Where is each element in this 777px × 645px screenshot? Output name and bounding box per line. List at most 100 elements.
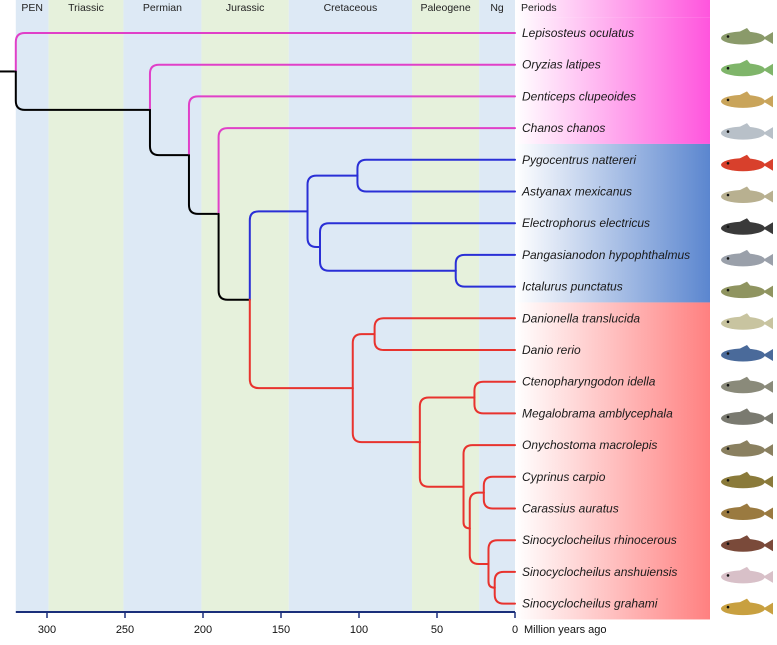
fish-thumbnail-megalobrama-amblycephala [713, 406, 775, 430]
taxon-label-pangasianodon-hypophthalmus: Pangasianodon hypophthalmus [522, 248, 690, 262]
fish-eye [727, 447, 730, 450]
axis-tick-label-100: 100 [350, 624, 368, 636]
taxon-label-danio-rerio: Danio rerio [522, 343, 581, 357]
fish-body [721, 380, 765, 393]
taxon-label-oryzias-latipes: Oryzias latipes [522, 58, 601, 72]
axis-tick-label-200: 200 [194, 624, 212, 636]
axis-tick-label-0: 0 [512, 624, 518, 636]
fish-thumbnail-sinocyclocheilus-grahami [713, 597, 775, 621]
fish-thumbnail-danio-rerio [713, 343, 775, 367]
fish-body [721, 539, 765, 552]
fish-eye [727, 257, 730, 260]
taxon-label-astyanax-mexicanus: Astyanax mexicanus [521, 185, 632, 199]
axis-title: Million years ago [524, 624, 607, 636]
fish-eye [727, 130, 730, 133]
fish-body [721, 158, 765, 171]
fish-body [721, 349, 765, 362]
fish-body [721, 285, 765, 298]
fish-eye [727, 542, 730, 545]
period-label-cretaceous: Cretaceous [324, 2, 378, 14]
fish-thumbnail-ctenopharyngodon-idella [713, 375, 775, 399]
fish-eye [727, 225, 730, 228]
fish-thumbnail-cyprinus-carpio [713, 470, 775, 494]
period-band-permian [123, 0, 201, 611]
fish-thumbnail-denticeps-clupeoides [713, 89, 775, 113]
fish-thumbnail-astyanax-mexicanus [713, 185, 775, 209]
geologic-period-bands: PEN Triassic Permian Jurassic Cretaceous Pale… [16, 0, 515, 611]
axis-tick-label-50: 50 [431, 624, 443, 636]
period-label-ng: Ng [490, 2, 504, 14]
taxon-label-electrophorus-electricus: Electrophorus electricus [522, 216, 650, 230]
taxon-label-denticeps-clupeoides: Denticeps clupeoides [522, 89, 636, 103]
fish-body [721, 127, 765, 140]
taxon-label-carassius-auratus: Carassius auratus [522, 502, 619, 516]
fish-body [721, 32, 765, 45]
fish-body [721, 412, 765, 425]
fish-body [721, 190, 765, 203]
taxon-label-chanos-chanos: Chanos chanos [522, 121, 605, 135]
fish-thumbnail-pangasianodon-hypophthalmus [713, 248, 775, 272]
taxon-label-pygocentrus-nattereri: Pygocentrus nattereri [522, 153, 636, 167]
fish-thumbnail-sinocyclocheilus-rhinocerous [713, 533, 775, 557]
fish-eye [727, 67, 730, 70]
fish-eye [727, 479, 730, 482]
period-label-jurassic: Jurassic [226, 2, 265, 14]
fish-body [721, 95, 765, 108]
axis-tick-label-150: 150 [272, 624, 290, 636]
fish-body [721, 507, 765, 520]
fish-body [721, 317, 765, 330]
fish-thumbnail-sinocyclocheilus-anshuiensis [713, 565, 775, 589]
fish-eye [727, 606, 730, 609]
axis-tick-label-300: 300 [38, 624, 56, 636]
fish-eye [727, 194, 730, 197]
taxon-label-sinocyclocheilus-rhinocerous: Sinocyclocheilus rhinocerous [522, 533, 677, 547]
fish-body [721, 222, 765, 235]
fish-body [721, 475, 765, 488]
fish-body [721, 444, 765, 457]
taxon-label-cyprinus-carpio: Cyprinus carpio [522, 470, 606, 484]
fish-thumbnail-danionella-translucida [713, 311, 775, 335]
period-label-triassic: Triassic [68, 2, 104, 14]
fish-thumbnail-pygocentrus-nattereri [713, 153, 775, 177]
fish-eye [727, 289, 730, 292]
fish-eye [727, 162, 730, 165]
fish-thumbnails [713, 26, 775, 621]
fish-thumbnail-ictalurus-punctatus [713, 280, 775, 304]
taxon-label-ictalurus-punctatus: Ictalurus punctatus [522, 280, 623, 294]
fish-eye [727, 352, 730, 355]
period-label-permian: Permian [143, 2, 182, 14]
period-band-ng [479, 0, 515, 611]
fish-body [721, 602, 765, 615]
fish-body [721, 253, 765, 266]
fish-eye [727, 416, 730, 419]
taxon-label-sinocyclocheilus-anshuiensis: Sinocyclocheilus anshuiensis [522, 565, 677, 579]
fish-eye [727, 511, 730, 514]
fish-thumbnail-electrophorus-electricus [713, 216, 775, 240]
phylogeny-svg: PEN Triassic Permian Jurassic Cretaceous Pale… [0, 0, 777, 640]
fish-eye [727, 574, 730, 577]
taxon-label-lepisosteus-oculatus: Lepisosteus oculatus [522, 26, 634, 40]
period-label-pen: PEN [21, 2, 43, 14]
phylogeny-figure: PEN Triassic Permian Jurassic Cretaceous Pale… [0, 0, 777, 640]
periods-header-label: Periods [521, 2, 557, 14]
fish-thumbnail-lepisosteus-oculatus [713, 26, 775, 50]
fish-thumbnail-oryzias-latipes [713, 58, 775, 82]
fish-body [721, 63, 765, 76]
periods-header: Periods [521, 2, 557, 14]
period-band-cretaceous [289, 0, 412, 611]
taxon-label-onychostoma-macrolepis: Onychostoma macrolepis [522, 438, 657, 452]
fish-thumbnail-carassius-auratus [713, 502, 775, 526]
fish-eye [727, 35, 730, 38]
taxon-label-sinocyclocheilus-grahami: Sinocyclocheilus grahami [522, 597, 658, 611]
taxon-label-ctenopharyngodon-idella: Ctenopharyngodon idella [522, 375, 656, 389]
period-band-triassic [49, 0, 124, 611]
period-band-jurassic [201, 0, 288, 611]
taxon-label-megalobrama-amblycephala: Megalobrama amblycephala [522, 406, 673, 420]
period-label-paleogene: Paleogene [420, 2, 470, 14]
fish-body [721, 570, 765, 583]
fish-thumbnail-onychostoma-macrolepis [713, 438, 775, 462]
fish-eye [727, 99, 730, 102]
fish-eye [727, 321, 730, 324]
taxon-label-danionella-translucida: Danionella translucida [522, 311, 640, 325]
axis-tick-label-250: 250 [116, 624, 134, 636]
